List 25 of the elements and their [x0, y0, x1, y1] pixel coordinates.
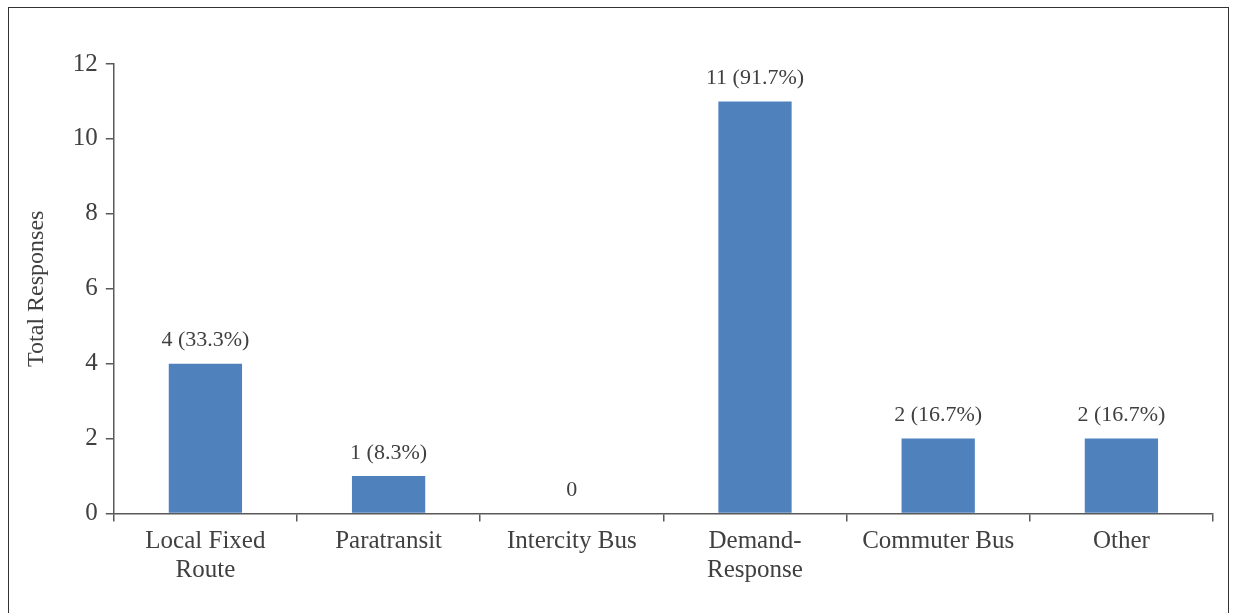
- data-label: 11 (91.7%): [705, 64, 805, 90]
- y-tick-label: 4: [85, 348, 99, 376]
- y-tick-label: 6: [85, 273, 98, 301]
- data-label: 0: [566, 476, 578, 502]
- x-tick-label: Intercity Bus: [506, 526, 637, 554]
- x-tick-label: Other: [1092, 526, 1151, 554]
- bar: [168, 363, 243, 513]
- x-tick-label: Demand-Response: [707, 526, 803, 583]
- bar: [1084, 438, 1159, 513]
- y-tick-label: 0: [85, 498, 98, 526]
- y-tick-label: 12: [72, 48, 98, 76]
- bar: [901, 438, 975, 513]
- y-tick-label: 8: [85, 198, 98, 226]
- x-tick-label: Local Fixed Route: [145, 526, 266, 583]
- data-label: 2 (16.7%): [1077, 401, 1166, 427]
- y-axis-title: Total Responses: [21, 210, 48, 367]
- data-label: 4 (33.3%): [161, 326, 250, 352]
- data-label: 2 (16.7%): [894, 401, 983, 427]
- y-tick-label: 10: [72, 123, 98, 151]
- x-tick-label: Paratransit: [335, 526, 443, 554]
- x-tick-label: Commuter Bus: [862, 526, 1015, 554]
- y-tick-label: 2: [85, 423, 98, 451]
- bar: [718, 101, 792, 513]
- bar: [351, 476, 426, 513]
- data-label: 1 (8.3%): [350, 438, 428, 464]
